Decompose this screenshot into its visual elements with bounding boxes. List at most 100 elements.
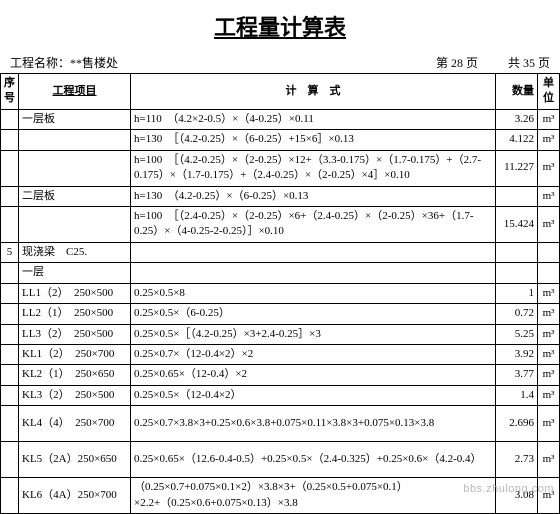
cell-seq	[1, 478, 19, 514]
cell-item	[19, 150, 131, 186]
cell-unit: m³	[538, 344, 560, 364]
cell-unit: m³	[538, 304, 560, 324]
cell-calc: 0.25×0.5×8	[131, 283, 496, 303]
cell-item: LL3（2） 250×500	[19, 324, 131, 344]
cell-calc: 0.25×0.5×［（4.2-0.25）×3+2.4-0.25］×3	[131, 324, 496, 344]
cell-item: KL4（4） 250×700	[19, 406, 131, 442]
cell-seq	[1, 109, 19, 129]
cell-unit: m³	[538, 109, 560, 129]
cell-item	[19, 130, 131, 150]
project-name: 工程名称：**售楼处	[10, 54, 436, 71]
cell-unit: m³	[538, 442, 560, 478]
table-row: KL3（2） 250×5000.25×0.5×（12-0.4×2）1.4m³	[1, 385, 560, 405]
cell-seq	[1, 186, 19, 206]
cell-seq	[1, 365, 19, 385]
cell-item: KL6（4A）250×700	[19, 478, 131, 514]
cell-unit: m³	[538, 206, 560, 242]
cell-qty: 2.696	[496, 406, 538, 442]
table-row: h=130 ［（4.2-0.25）×（6-0.25）+15×6］×0.134.1…	[1, 130, 560, 150]
table-row: KL1（2） 250×7000.25×0.7×（12-0.4×2）×23.92m…	[1, 344, 560, 364]
cell-seq	[1, 304, 19, 324]
cell-unit: m³	[538, 324, 560, 344]
cell-seq	[1, 263, 19, 283]
cell-calc: 0.25×0.7×（12-0.4×2）×2	[131, 344, 496, 364]
cell-qty: 3.77	[496, 365, 538, 385]
table-row: KL5（2A）250×6500.25×0.65×（12.6-0.4-0.5）+0…	[1, 442, 560, 478]
meta-row: 工程名称：**售楼处 第 28 页 共 35 页	[0, 50, 560, 73]
cell-item: KL5（2A）250×650	[19, 442, 131, 478]
cell-qty	[496, 186, 538, 206]
cell-seq	[1, 442, 19, 478]
calc-table: 序号 工程项目 计 算 式 数量 单位 一层板h=110 （4.2×2-0.5）…	[0, 73, 560, 514]
cell-unit: m³	[538, 385, 560, 405]
cell-qty	[496, 263, 538, 283]
cell-calc	[131, 263, 496, 283]
cell-unit: m³	[538, 130, 560, 150]
cell-calc: 0.25×0.7×3.8×3+0.25×0.6×3.8+0.075×0.11×3…	[131, 406, 496, 442]
page-total: 共 35 页	[508, 54, 550, 71]
cell-calc: h=130 （4.2-0.25）×（6-0.25）×0.13	[131, 186, 496, 206]
header-unit: 单位	[538, 74, 560, 110]
cell-unit	[538, 263, 560, 283]
table-row: h=100 ［（4.2-0.25）×（2-0.25）×12+（3.3-0.175…	[1, 150, 560, 186]
cell-seq	[1, 344, 19, 364]
cell-qty: 1	[496, 283, 538, 303]
table-row: 5现浇梁 C25.	[1, 242, 560, 262]
table-row: LL2（1） 250×5000.25×0.5×（6-0.25）0.72m³	[1, 304, 560, 324]
cell-seq	[1, 406, 19, 442]
cell-seq	[1, 206, 19, 242]
cell-seq: 5	[1, 242, 19, 262]
cell-item: LL1（2） 250×500	[19, 283, 131, 303]
cell-item: KL3（2） 250×500	[19, 385, 131, 405]
watermark: bbs.zhulong.com	[463, 483, 554, 495]
cell-item	[19, 206, 131, 242]
cell-calc	[131, 242, 496, 262]
page-current: 第 28 页	[436, 54, 478, 71]
project-label: 工程名称：	[10, 56, 70, 70]
page-title: 工程量计算表	[0, 0, 560, 50]
cell-qty: 2.73	[496, 442, 538, 478]
cell-qty: 11.227	[496, 150, 538, 186]
cell-item: LL2（1） 250×500	[19, 304, 131, 324]
table-row: KL2（1） 250×6500.25×0.65×（12-0.4）×23.77m³	[1, 365, 560, 385]
cell-seq	[1, 130, 19, 150]
cell-qty: 3.92	[496, 344, 538, 364]
table-row: 一层	[1, 263, 560, 283]
cell-calc: h=130 ［（4.2-0.25）×（6-0.25）+15×6］×0.13	[131, 130, 496, 150]
cell-calc: h=100 ［（2.4-0.25）×（2-0.25）×6+（2.4-0.25）×…	[131, 206, 496, 242]
table-row: h=100 ［（2.4-0.25）×（2-0.25）×6+（2.4-0.25）×…	[1, 206, 560, 242]
cell-unit	[538, 242, 560, 262]
table-row: 一层板h=110 （4.2×2-0.5）×（4-0.25）×0.113.26m³	[1, 109, 560, 129]
table-row: LL1（2） 250×5000.25×0.5×81m³	[1, 283, 560, 303]
table-row: 二层板h=130 （4.2-0.25）×（6-0.25）×0.13m³	[1, 186, 560, 206]
header-seq: 序号	[1, 74, 19, 110]
cell-unit: m³	[538, 365, 560, 385]
cell-item: 一层	[19, 263, 131, 283]
cell-calc: 0.25×0.5×（6-0.25）	[131, 304, 496, 324]
cell-qty: 5.25	[496, 324, 538, 344]
cell-calc: h=100 ［（4.2-0.25）×（2-0.25）×12+（3.3-0.175…	[131, 150, 496, 186]
project-name-value: **售楼处	[70, 56, 118, 70]
header-qty: 数量	[496, 74, 538, 110]
header-item: 工程项目	[19, 74, 131, 110]
cell-calc: 0.25×0.5×（12-0.4×2）	[131, 385, 496, 405]
cell-seq	[1, 283, 19, 303]
cell-unit: m³	[538, 150, 560, 186]
cell-calc: 0.25×0.65×（12-0.4）×2	[131, 365, 496, 385]
cell-item: 一层板	[19, 109, 131, 129]
cell-seq	[1, 150, 19, 186]
cell-qty: 4.122	[496, 130, 538, 150]
cell-qty: 3.26	[496, 109, 538, 129]
cell-seq	[1, 324, 19, 344]
cell-qty: 1.4	[496, 385, 538, 405]
cell-calc: h=110 （4.2×2-0.5）×（4-0.25）×0.11	[131, 109, 496, 129]
table-row: LL3（2） 250×5000.25×0.5×［（4.2-0.25）×3+2.4…	[1, 324, 560, 344]
header-row: 序号 工程项目 计 算 式 数量 单位	[1, 74, 560, 110]
cell-qty: 15.424	[496, 206, 538, 242]
cell-qty	[496, 242, 538, 262]
cell-calc: 0.25×0.65×（12.6-0.4-0.5）+0.25×0.5×（2.4-0…	[131, 442, 496, 478]
cell-item: 现浇梁 C25.	[19, 242, 131, 262]
cell-item: KL1（2） 250×700	[19, 344, 131, 364]
cell-item: 二层板	[19, 186, 131, 206]
cell-calc: （0.25×0.7+0.075×0.1×2）×3.8×3+（0.25×0.5+0…	[131, 478, 496, 514]
